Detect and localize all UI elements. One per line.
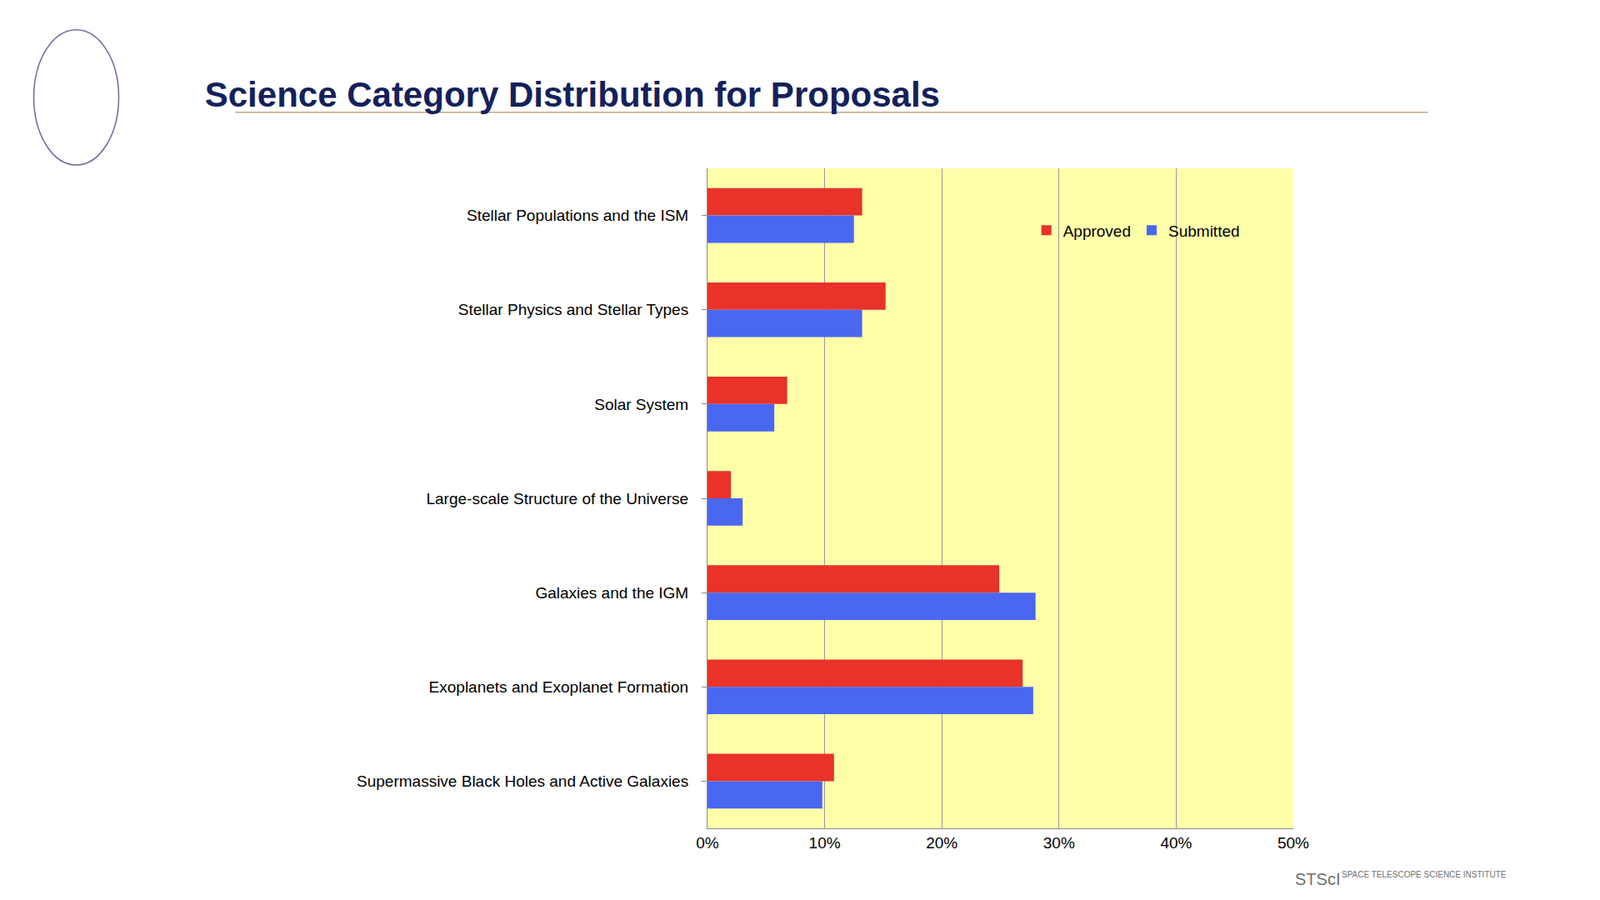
svg-text:Galaxies and the IGM: Galaxies and the IGM xyxy=(535,584,689,602)
svg-text:STScI: STScI xyxy=(1295,870,1340,889)
svg-text:Stellar Populations and the IS: Stellar Populations and the ISM xyxy=(466,206,689,225)
svg-text:40%: 40% xyxy=(1160,834,1192,852)
svg-text:Large-scale Structure of the U: Large-scale Structure of the Universe xyxy=(425,490,689,508)
svg-text:Exoplanets and Exoplanet Forma: Exoplanets and Exoplanet Formation xyxy=(429,678,690,696)
svg-text:Stellar Physics and Stellar Ty: Stellar Physics and Stellar Types xyxy=(458,300,689,319)
svg-text:Solar System: Solar System xyxy=(594,395,689,414)
svg-text:SPACE TELESCOPE SCIENCE INSTIT: SPACE TELESCOPE SCIENCE INSTITUTE xyxy=(1341,870,1507,880)
svg-text:10%: 10% xyxy=(809,834,841,852)
svg-text:Approved: Approved xyxy=(1063,222,1131,240)
svg-text:Submitted: Submitted xyxy=(1168,222,1240,240)
svg-text:0%: 0% xyxy=(695,834,720,852)
svg-text:20%: 20% xyxy=(925,834,958,852)
svg-text:30%: 30% xyxy=(1043,834,1075,852)
svg-text:50%: 50% xyxy=(1277,834,1310,852)
svg-text:Science Category Distribution: Science Category Distribution for Propos… xyxy=(205,75,940,115)
svg-text:Supermassive Black Holes and A: Supermassive Black Holes and Active Gala… xyxy=(356,772,689,790)
